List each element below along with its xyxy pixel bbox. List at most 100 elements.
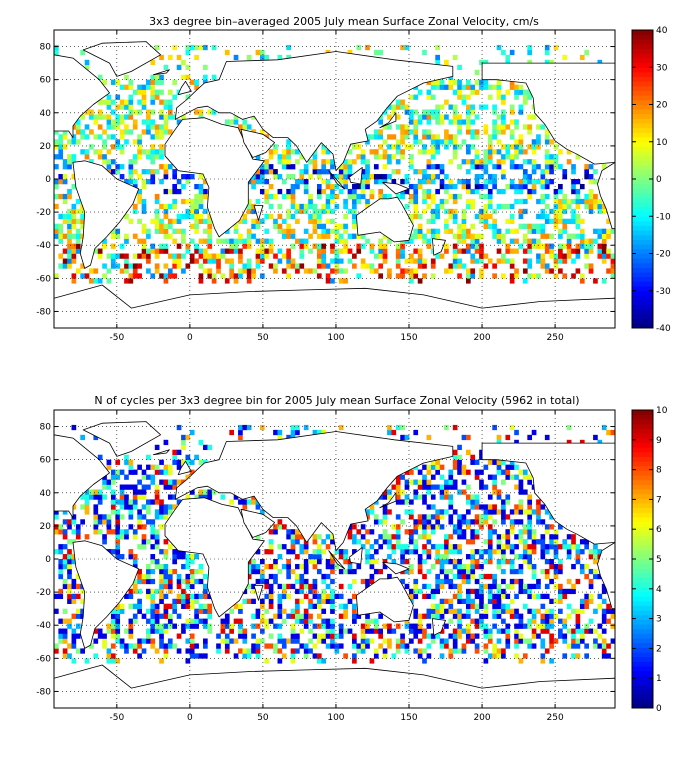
bin-cell [238, 124, 243, 130]
bin-cell [465, 588, 471, 595]
bin-cell [264, 623, 270, 629]
bin-cell [457, 544, 462, 550]
bin-cell [128, 618, 134, 624]
bin-cell [601, 253, 607, 259]
bin-cell [400, 578, 405, 585]
bin-cell [518, 243, 524, 249]
bin-cell [527, 193, 533, 200]
bin-cell [553, 273, 559, 279]
bin-cell [93, 504, 99, 510]
bin-cell [295, 563, 300, 570]
bin-cell [185, 618, 191, 624]
bin-cell [167, 544, 173, 550]
bin-cell [501, 514, 506, 520]
bin-cell [330, 183, 335, 190]
bin-cell [553, 223, 559, 229]
bin-cell [448, 79, 454, 85]
bin-cell [281, 653, 287, 659]
bin-cell [194, 203, 199, 210]
bin-cell [268, 243, 274, 249]
bin-cell [509, 183, 515, 190]
bin-cell [601, 608, 607, 614]
bin-cell [229, 273, 234, 279]
bin-cell [492, 149, 497, 155]
bin-cell [483, 183, 489, 190]
bin-cell [273, 573, 278, 580]
bin-cell [588, 208, 594, 215]
bin-cell [426, 464, 432, 470]
bin-cell [159, 228, 164, 234]
bin-cell [246, 273, 252, 279]
bin-cell [544, 268, 550, 274]
bin-cell [115, 539, 121, 545]
bin-cell [527, 248, 533, 254]
bin-cell [435, 469, 440, 475]
bin-cell [330, 248, 335, 254]
colorbar-tick-label: -40 [656, 324, 671, 334]
bin-cell [509, 109, 515, 115]
bin-cell [273, 268, 278, 274]
bin-cell [343, 183, 348, 190]
bin-cell [496, 459, 502, 465]
bin-cell [189, 198, 195, 205]
bin-cell [343, 613, 348, 619]
bin-cell [461, 94, 467, 100]
bin-cell [277, 608, 283, 614]
bin-cell [303, 183, 309, 190]
bin-cell [575, 198, 581, 205]
bin-cell [290, 188, 296, 195]
bin-cell [439, 544, 445, 550]
bin-cell [558, 598, 563, 604]
bin-cell [106, 124, 112, 130]
bin-cell [404, 268, 410, 274]
bin-cell [382, 109, 388, 115]
bin-cell [167, 89, 173, 95]
bin-cell [444, 554, 449, 560]
bin-cell [457, 628, 462, 634]
bin-cell [163, 464, 169, 470]
bin-cell [338, 603, 344, 609]
bin-cell [465, 484, 471, 490]
bin-cell [159, 154, 164, 160]
bin-cell [470, 159, 476, 165]
bin-cell [571, 198, 576, 205]
bin-cell [132, 139, 138, 145]
bin-cell [290, 633, 296, 639]
bin-cell [343, 278, 348, 284]
bin-cell [124, 504, 129, 510]
bin-cell [119, 144, 125, 150]
bin-cell [501, 144, 506, 150]
bin-cell [553, 154, 559, 160]
bin-cell [378, 49, 384, 56]
bin-cell [531, 544, 537, 550]
bin-cell [575, 253, 581, 259]
bin-cell [496, 603, 502, 609]
bin-cell [167, 568, 173, 575]
bin-cell [321, 223, 327, 229]
bin-cell [413, 119, 419, 125]
bin-cell [159, 74, 164, 80]
bin-cell [338, 174, 344, 180]
bin-cell [395, 149, 401, 155]
land-outline [177, 460, 192, 475]
bin-cell [417, 484, 423, 490]
colorbar-segment [632, 206, 653, 212]
bin-cell [601, 238, 607, 244]
colorbar-tick-label: -10 [656, 212, 671, 222]
bin-cell [360, 534, 366, 540]
bin-cell [163, 174, 169, 180]
bin-cell [286, 563, 291, 570]
bin-cell [154, 198, 160, 205]
colorbar-segment [632, 314, 653, 320]
bin-cell [597, 233, 603, 239]
bin-cell [566, 203, 572, 210]
bin-cell [601, 233, 607, 239]
bin-cell [255, 179, 261, 185]
bin-cell [522, 149, 528, 155]
land-outline [152, 449, 170, 456]
bin-cell [255, 638, 261, 644]
bin-cell [185, 459, 191, 465]
y-tick-label: -80 [36, 307, 51, 317]
bin-cell [422, 573, 427, 580]
bin-cell [154, 124, 160, 130]
